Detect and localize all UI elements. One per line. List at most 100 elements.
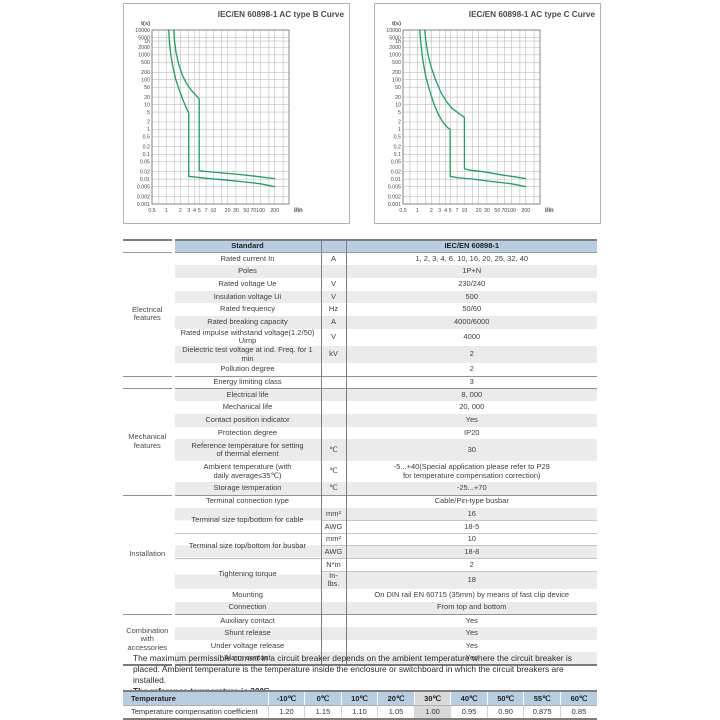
value-cell: 8, 000 xyxy=(346,388,597,402)
value-cell: 2 xyxy=(469,364,474,374)
unit-cell xyxy=(320,639,347,653)
temp-column-header: 50℃ xyxy=(486,690,524,706)
value-cell: 1P+N xyxy=(346,265,597,279)
spec-row: Pollution degree 2 xyxy=(123,363,597,376)
axis-tick-label: 20 xyxy=(395,95,401,101)
param-cell: Rated voltage Ue xyxy=(218,279,277,289)
value-cell: 2 xyxy=(346,558,597,572)
temp-column-header: 40℃ xyxy=(450,690,488,706)
axis-tick-label: 50 xyxy=(395,85,401,91)
temp-header-row: Temperature -10℃ 0℃ 10℃ 20℃ 30℃ 40℃ 50℃ 55℃ 60℃ xyxy=(123,690,597,706)
temp-column-header: 0℃ xyxy=(304,690,342,706)
param-cell: Poles xyxy=(173,265,321,279)
value-cell: Yes xyxy=(346,414,597,427)
spec-row: Protection degree IP20 xyxy=(123,426,597,440)
type-c-curve-chart: 10000 5000 1h 2000 1000 500 200 100 50 20 10 5 2 1 0.5… xyxy=(374,3,601,224)
unit-cell: In-lbs. xyxy=(320,570,347,589)
spec-row: Contact position indicator Yes xyxy=(123,414,597,427)
param-cell: Terminal connection type xyxy=(173,494,321,508)
axis-tick-label: 50 xyxy=(144,85,150,91)
spec-row: Mounting On DIN rail EN 60715 (35mm) by m… xyxy=(123,589,597,602)
unit-cell: mm² xyxy=(320,507,347,521)
value-cell: 18-5 xyxy=(346,520,597,534)
unit-cell: A xyxy=(320,252,347,266)
axis-tick-label: 2 xyxy=(147,120,150,126)
value-header-cell: IEC/EN 60898-1 xyxy=(346,239,597,254)
unit-cell xyxy=(320,414,347,427)
type-b-curve-chart: 10000 5000 1h 2000 1000 500 200 100 50 20 10 5 2 1 0.5… xyxy=(123,3,350,224)
value-cell: -5...+40(Special application please refe… xyxy=(393,462,550,480)
axis-tick-label: 0.5 xyxy=(148,208,155,214)
temperature-compensation-table: Temperature -10℃ 0℃ 10℃ 20℃ 30℃ 40℃ 50℃ 55℃ 60℃ T… xyxy=(123,690,597,720)
unit-cell: V xyxy=(320,278,347,291)
axis-tick-label: 0.002 xyxy=(137,194,150,200)
axis-tick-label: 0.2 xyxy=(143,145,150,151)
unit-cell: mm² xyxy=(320,532,347,546)
param-cell: Pollution degree xyxy=(220,364,275,374)
param-cell: Alarm contant xyxy=(173,652,321,667)
axis-tick-label: 0.05 xyxy=(391,160,401,166)
coefficient-value: 1.20 xyxy=(267,705,305,720)
axis-tick-label: 1h xyxy=(395,39,401,45)
axis-tick-label: 7 xyxy=(205,208,208,214)
axis-tick-label: 20 xyxy=(476,208,482,214)
unit-header-cell xyxy=(320,239,347,254)
axis-tick-label: 10 xyxy=(461,208,467,214)
temp-data-row: Temperature compensation coefficient 1.20… xyxy=(123,705,597,720)
spec-row: Rated breaking capacity A 4000/6000 xyxy=(123,316,597,329)
value-cell: Yes xyxy=(346,652,597,667)
unit-cell xyxy=(320,265,347,279)
param-cell: Connection xyxy=(173,601,321,615)
axis-tick-label: 2 xyxy=(179,208,182,214)
spec-row: Installation Terminal connection type Cabl… xyxy=(123,494,597,615)
axis-tick-label: 70 xyxy=(250,208,256,214)
unit-cell xyxy=(320,388,347,402)
axis-tick-label: 5 xyxy=(198,208,201,214)
coefficient-value: 0.875 xyxy=(523,705,561,720)
spec-row: Poles 1P+N xyxy=(123,265,597,279)
curve-plot: 1000050001h200010005002001005020105210.5… xyxy=(386,10,595,214)
param-cell: Under voltage release xyxy=(210,640,285,650)
axis-tick-label: 200 xyxy=(521,208,530,214)
axis-tick-label: 0.01 xyxy=(391,177,401,183)
unit-cell xyxy=(320,613,347,628)
spec-row: Storage temperation ℃ -25...+70 xyxy=(123,482,597,496)
curve-plot: 1000050001h200010005002001005020105210.5… xyxy=(135,10,344,214)
axis-tick-label: 5 xyxy=(398,110,401,116)
param-cell: Ambient temperature (with daily average≤… xyxy=(203,462,292,480)
temp-column-header: 60℃ xyxy=(559,690,597,706)
value-cell: 230/240 xyxy=(458,279,486,289)
group-cell xyxy=(123,375,175,389)
temp-column-header: 10℃ xyxy=(340,690,378,706)
axis-tick-label: 1 xyxy=(165,208,168,214)
axis-tick-label: 10 xyxy=(395,102,401,108)
value-cell: Cable/Pin-type busbar xyxy=(346,494,597,508)
spec-row: Shunt release Yes xyxy=(123,627,597,640)
value-cell: 1, 2, 3, 4, 6, 10, 16, 20, 25, 32, 40 xyxy=(346,252,597,266)
axis-tick-label: 4 xyxy=(193,208,196,214)
lower-limit-curve xyxy=(168,29,276,188)
axis-tick-label: 100 xyxy=(507,208,516,214)
spec-row: Under voltage release Yes xyxy=(123,639,597,653)
spec-row: Terminal size top/bottom for cable mm² 16 xyxy=(123,507,597,534)
unit-cell: AWG xyxy=(320,520,347,534)
axis-tick-label: 0.5 xyxy=(399,208,406,214)
temp-column-header: 55℃ xyxy=(523,690,561,706)
unit-cell: ℃ xyxy=(320,482,347,496)
value-cell: Yes xyxy=(346,627,597,640)
axis-tick-label: 10000 xyxy=(135,28,150,34)
unit-cell xyxy=(320,401,347,415)
param-cell: Rated breaking capacity xyxy=(173,316,321,329)
axis-tick-label: 200 xyxy=(392,70,401,76)
param-cell: Contact position indicator xyxy=(173,414,321,427)
axis-tick-label: 0.005 xyxy=(388,184,401,190)
value-cell: 4000 xyxy=(463,332,481,342)
coefficient-value: 1.00 xyxy=(413,705,451,720)
value-cell: On DIN rail EN 60715 (35mm) by means of … xyxy=(374,590,570,600)
value-cell: 2 xyxy=(346,346,597,364)
axis-tick-label: 5 xyxy=(147,110,150,116)
value-cell: 10 xyxy=(346,532,597,546)
axis-tick-label: 5000 xyxy=(138,35,150,41)
axis-tick-label: 0.001 xyxy=(388,202,401,208)
axis-tick-label: 200 xyxy=(270,208,279,214)
